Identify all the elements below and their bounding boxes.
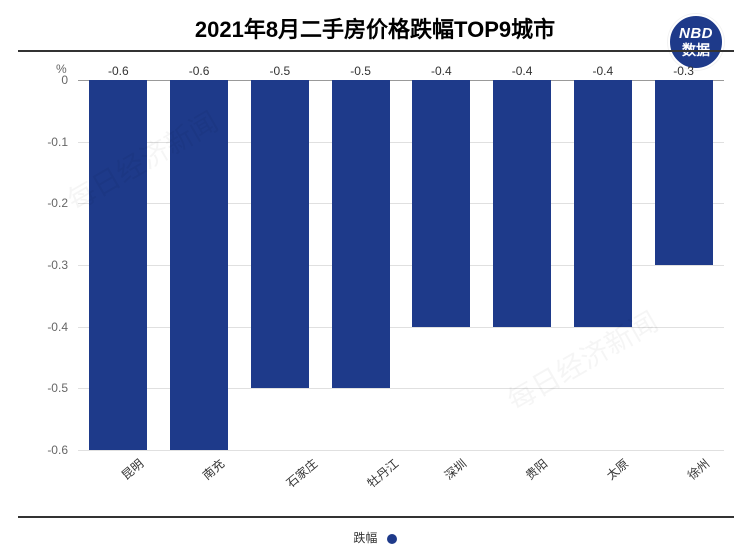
badge-line1: NBD: [679, 26, 713, 43]
bar: [170, 80, 228, 450]
x-tick-label: 徐州: [683, 455, 712, 483]
y-tick-label: -0.3: [0, 258, 78, 272]
bar-group: -0.4: [412, 80, 470, 450]
bar: [251, 80, 309, 388]
y-tick-label: 0: [0, 73, 78, 87]
bar-value-label: -0.5: [251, 64, 309, 78]
x-tick-label: 南充: [199, 455, 228, 483]
bar: [332, 80, 390, 388]
legend: 跌幅: [0, 529, 750, 546]
bar-group: -0.6: [170, 80, 228, 450]
bar-value-label: -0.6: [170, 64, 228, 78]
bar-value-label: -0.3: [655, 64, 713, 78]
bar-group: -0.3: [655, 80, 713, 450]
bar-group: -0.4: [493, 80, 551, 450]
bar: [655, 80, 713, 265]
x-tick-label: 牡丹江: [363, 455, 402, 491]
bar-value-label: -0.4: [412, 64, 470, 78]
bar-value-label: -0.6: [89, 64, 147, 78]
gridline: [78, 450, 724, 451]
x-tick-label: 深圳: [441, 455, 470, 483]
nbd-badge: NBD 数据: [668, 14, 724, 70]
bar-group: -0.4: [574, 80, 632, 450]
bar-value-label: -0.5: [332, 64, 390, 78]
chart-container: 2021年8月二手房价格跌幅TOP9城市 NBD 数据 % 0-0.1-0.2-…: [0, 0, 750, 558]
y-tick-label: -0.1: [0, 135, 78, 149]
bars-layer: -0.6 -0.6 -0.5 -0.5 -0.4 -0.4 -0.4 -0.3: [78, 80, 724, 450]
plot-area: -0.6-0.6-0.5-0.5-0.4-0.4-0.4-0.3 每日经济新闻 …: [78, 80, 724, 450]
y-tick-label: -0.6: [0, 443, 78, 457]
bar: [412, 80, 470, 327]
top-border: [18, 50, 734, 52]
chart-title: 2021年8月二手房价格跌幅TOP9城市: [0, 0, 750, 44]
bar: [574, 80, 632, 327]
bar: [493, 80, 551, 327]
bar-group: -0.6: [89, 80, 147, 450]
legend-dot: [387, 534, 397, 544]
bar-group: -0.5: [332, 80, 390, 450]
bar: [89, 80, 147, 450]
x-tick-label: 太原: [602, 455, 631, 483]
bar-value-label: -0.4: [493, 64, 551, 78]
bottom-border: [18, 516, 734, 518]
y-tick-label: -0.5: [0, 381, 78, 395]
x-tick-label: 昆明: [118, 455, 147, 483]
bar-value-label: -0.4: [574, 64, 632, 78]
x-tick-label: 石家庄: [282, 455, 321, 491]
y-tick-label: -0.2: [0, 196, 78, 210]
legend-label: 跌幅: [353, 531, 377, 545]
bar-group: -0.5: [251, 80, 309, 450]
x-tick-label: 贵阳: [522, 455, 551, 483]
y-tick-label: -0.4: [0, 320, 78, 334]
